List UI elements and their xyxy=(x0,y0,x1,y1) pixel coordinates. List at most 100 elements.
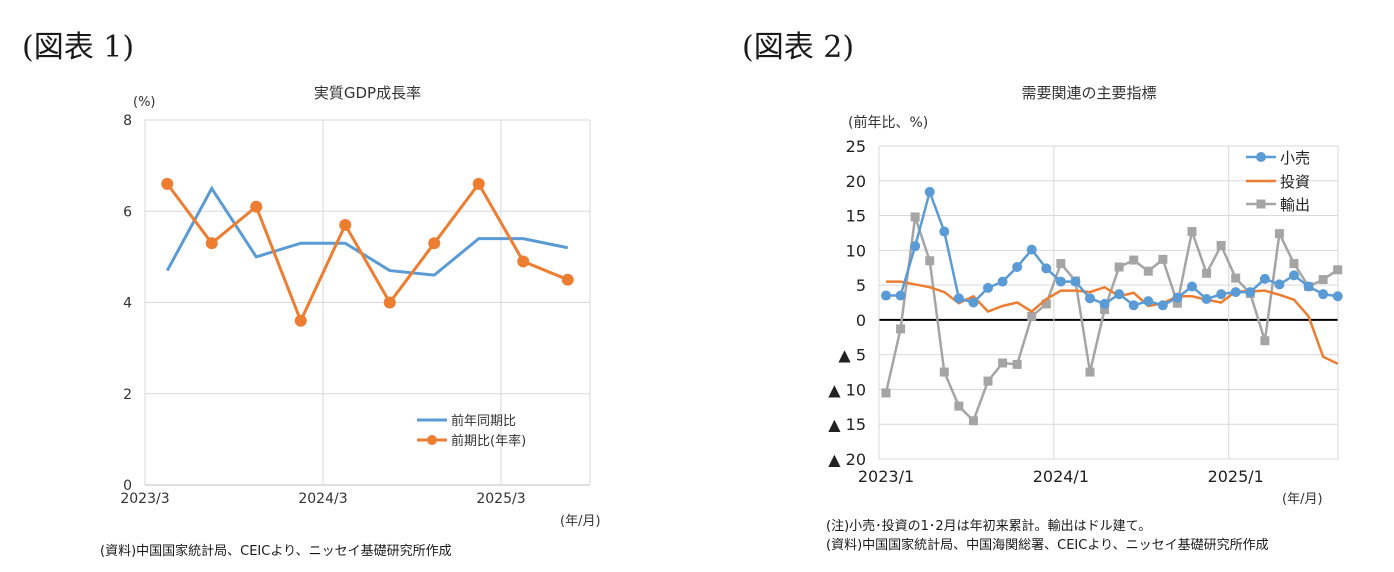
chart2-data-point xyxy=(1026,244,1037,255)
chart2-data-point xyxy=(1012,262,1023,273)
chart2-y-tick-label: 15 xyxy=(846,207,866,226)
chart2-data-point xyxy=(1172,292,1183,303)
chart2-data-point xyxy=(1041,299,1051,309)
chart2-data-point xyxy=(1303,281,1314,292)
chart2-x-unit: (年/月) xyxy=(1282,492,1323,507)
chart2-data-point xyxy=(1333,265,1343,275)
chart2-data-point xyxy=(1055,276,1066,287)
chart2-legend-marker xyxy=(1256,199,1266,209)
chart2-data-point xyxy=(1099,298,1110,309)
chart2-legend-marker xyxy=(1256,152,1266,162)
chart2-data-point xyxy=(1216,289,1227,300)
chart1-data-point xyxy=(294,314,307,327)
chart2-data-point xyxy=(953,293,964,304)
chart2-data-point xyxy=(1128,300,1139,311)
chart2-data-point xyxy=(910,241,921,252)
chart2-data-point xyxy=(1274,279,1285,290)
chart2-data-point xyxy=(939,226,950,237)
chart1-data-point xyxy=(339,218,352,231)
chart1-legend-label: 前年同期比 xyxy=(451,413,516,429)
chart1-legend-label: 前期比(年率) xyxy=(451,433,526,449)
chart2-y-tick-label: 0 xyxy=(856,311,866,330)
chart2-data-point xyxy=(895,290,906,301)
chart2-data-point xyxy=(1231,273,1241,283)
chart2-data-point xyxy=(1012,359,1022,369)
chart2-data-point xyxy=(1187,281,1197,292)
chart2-data-point xyxy=(881,388,891,398)
chart2-y-tick-label: ▲ 20 xyxy=(828,450,866,469)
chart1-y-tick-label: 6 xyxy=(123,204,132,220)
chart2-y-tick-label: 25 xyxy=(846,137,866,156)
chart1-y-tick-label: 0 xyxy=(123,478,132,494)
chart2-data-point xyxy=(968,416,978,426)
chart1-x-unit: (年/月) xyxy=(560,514,601,529)
chart2-x-tick-label: 2024/1 xyxy=(1033,467,1089,486)
chart2-data-point xyxy=(925,256,935,266)
chart2-y-unit: (前年比、%) xyxy=(848,114,928,131)
chart2-data-point xyxy=(1318,275,1328,285)
chart1-series-line-1 xyxy=(165,185,569,277)
chart2-data-point xyxy=(939,367,949,377)
chart1-y-tick-label: 8 xyxy=(123,113,132,129)
chart1-y-tick-label: 2 xyxy=(123,387,132,403)
chart2-y-tick-label: ▲ 10 xyxy=(828,380,866,399)
chart2-data-point xyxy=(881,290,891,301)
chart2-data-point xyxy=(1230,287,1241,298)
chart2-series-line-3 xyxy=(884,216,1339,424)
chart2-data-point xyxy=(1202,268,1212,278)
chart2-data-point xyxy=(983,376,993,386)
chart2-series-line-2 xyxy=(886,280,1339,365)
chart1-title: 実質GDP成長率 xyxy=(314,84,421,102)
chart2-data-point xyxy=(983,282,993,293)
chart2-y-tick-label: 20 xyxy=(846,172,866,191)
chart2-data-point xyxy=(1070,276,1081,287)
chart2-data-point xyxy=(954,401,964,411)
chart1-x-tick-label: 2025/3 xyxy=(476,491,525,507)
chart1-data-point xyxy=(428,237,441,250)
figure2-label: (図表 2) xyxy=(742,30,855,65)
chart1-legend-marker xyxy=(427,435,437,445)
chart2-data-point xyxy=(1085,367,1095,377)
chart2-data-point xyxy=(924,186,935,197)
chart1-data-point xyxy=(205,237,218,250)
chart2-data-point xyxy=(896,324,906,334)
chart2-y-tick-label: 10 xyxy=(846,241,866,260)
chart2-data-point xyxy=(998,358,1008,368)
chart2-data-point xyxy=(1260,336,1270,346)
chart2-data-point xyxy=(1056,259,1066,269)
chart2-legend-label: 小売 xyxy=(1280,149,1310,167)
figure1-label: (図表 1) xyxy=(22,30,135,65)
chart2-data-point xyxy=(1245,287,1256,298)
chart2-data-point xyxy=(1289,270,1299,281)
chart2-data-point xyxy=(1143,266,1153,276)
chart2-data-point xyxy=(1129,255,1139,265)
chart2-data-point xyxy=(1259,273,1270,284)
gdp-growth-chart: 実質GDP成長率 (%) (年/月) 0 2 4 6 8 2023/3 2024/3 2025/3 前… xyxy=(120,84,601,529)
chart2-data-point xyxy=(1201,294,1212,305)
chart2-data-point xyxy=(1085,293,1095,304)
chart2-y-tick-label: ▲ 5 xyxy=(838,346,866,365)
chart2-x-tick-label: 2025/1 xyxy=(1208,467,1264,486)
chart1-data-point xyxy=(561,273,574,286)
chart2-y-tick-label: 5 xyxy=(856,276,866,295)
chart1-x-tick-label: 2023/3 xyxy=(120,491,169,507)
chart2-legend-label: 投資 xyxy=(1280,173,1310,191)
chart2-data-point xyxy=(1332,291,1343,302)
chart2-data-point xyxy=(1143,296,1154,307)
chart2-data-point xyxy=(1027,311,1037,321)
chart1-x-tick-label: 2024/3 xyxy=(298,491,347,507)
chart2-data-point xyxy=(1318,289,1329,300)
chart2-legend-label: 輸出 xyxy=(1280,196,1310,214)
chart1-data-point xyxy=(472,177,485,190)
chart1-data-point xyxy=(250,200,263,213)
chart2-title: 需要関連の主要指標 xyxy=(1021,84,1156,102)
chart2-data-point xyxy=(1187,227,1197,237)
chart2-y-tick-label: ▲ 15 xyxy=(828,415,866,434)
chart1-y-unit: (%) xyxy=(133,95,156,110)
chart2-data-point xyxy=(968,297,979,308)
chart2-data-point xyxy=(1100,304,1110,314)
chart2-data-point xyxy=(1274,229,1284,239)
chart2-data-point xyxy=(1216,240,1226,250)
chart2-data-point xyxy=(1157,300,1168,311)
